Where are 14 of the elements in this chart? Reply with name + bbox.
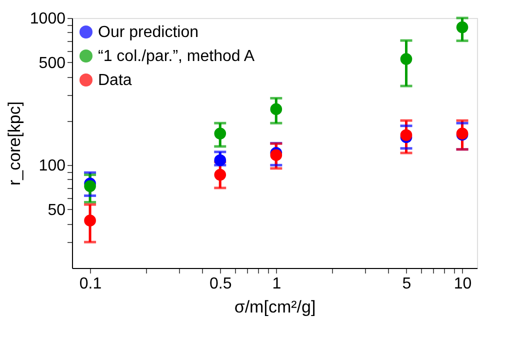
y-axis-title: r_core[kpc] (4, 101, 24, 186)
y-tick-label: 1000 (30, 10, 66, 28)
y-tick-label: 100 (38, 158, 66, 175)
legend-label: Data (98, 72, 132, 89)
x-tick-label: 10 (454, 276, 472, 292)
legend-label: “1 col./par.”, method A (98, 48, 255, 65)
x-tick-label: 1 (272, 276, 282, 292)
x-axis-title: σ/m[cm²/g] (234, 298, 316, 316)
x-tick-label: 0.5 (210, 276, 232, 292)
y-tick-label: 500 (38, 54, 66, 72)
x-tick-label: 5 (402, 276, 412, 292)
y-tick-label: 50 (48, 202, 66, 219)
legend-label: Our prediction (98, 24, 198, 41)
x-tick-label: 0.1 (79, 276, 102, 292)
